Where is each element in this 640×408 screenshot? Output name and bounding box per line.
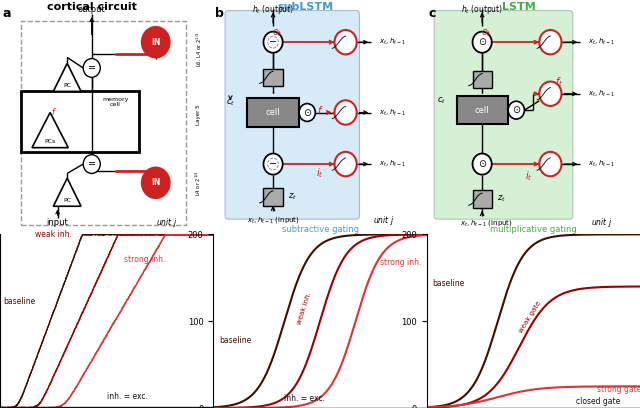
Text: cell: cell: [266, 108, 280, 117]
Text: baseline: baseline: [433, 279, 465, 288]
Text: weak gate: weak gate: [518, 300, 542, 334]
Circle shape: [540, 82, 561, 106]
Bar: [456, 96, 508, 124]
Text: $f_t$: $f_t$: [555, 75, 563, 89]
Bar: [472, 191, 492, 208]
Circle shape: [540, 152, 561, 176]
Polygon shape: [32, 113, 68, 148]
Text: $o_t$: $o_t$: [481, 27, 492, 39]
Circle shape: [142, 168, 170, 198]
Text: unit $j$: unit $j$: [373, 214, 395, 227]
Circle shape: [508, 101, 524, 119]
Text: PC: PC: [63, 198, 71, 203]
Text: −: −: [269, 159, 277, 169]
FancyBboxPatch shape: [434, 11, 573, 219]
Text: $x_t, h_{t-1}$: $x_t, h_{t-1}$: [379, 159, 406, 169]
Text: $x_t, h_{t-1}$: $x_t, h_{t-1}$: [588, 89, 615, 99]
Text: Layer 5: Layer 5: [196, 104, 201, 125]
Circle shape: [299, 104, 316, 122]
Circle shape: [264, 153, 283, 175]
Bar: [264, 188, 283, 206]
Text: $i_t$: $i_t$: [525, 169, 533, 183]
Text: input: input: [47, 218, 68, 227]
Text: a: a: [2, 7, 11, 20]
Text: =: =: [88, 63, 96, 73]
Circle shape: [264, 32, 283, 53]
Text: $f$: $f$: [317, 104, 323, 116]
Circle shape: [335, 30, 356, 54]
Text: $i_t$: $i_t$: [316, 166, 324, 180]
Circle shape: [335, 100, 356, 125]
Text: $x_t, h_{t-1}$ (input): $x_t, h_{t-1}$ (input): [246, 215, 300, 225]
Text: strong gate: strong gate: [597, 386, 640, 395]
Text: weak inh.: weak inh.: [35, 230, 72, 239]
Text: $h_t$ (output): $h_t$ (output): [461, 3, 503, 16]
Text: ⊙: ⊙: [478, 37, 486, 47]
Text: weak inh.: weak inh.: [296, 291, 312, 325]
Text: $z_t$: $z_t$: [497, 194, 506, 204]
Text: L4 or $2^{1/3}$: L4 or $2^{1/3}$: [194, 170, 203, 196]
Text: cell: cell: [475, 106, 490, 115]
Text: $x_t, h_{t-1}$: $x_t, h_{t-1}$: [588, 37, 615, 47]
Polygon shape: [53, 63, 81, 91]
Text: unit $j$: unit $j$: [591, 216, 612, 229]
Text: $x_t, h_{t-1}$: $x_t, h_{t-1}$: [379, 37, 406, 47]
Text: IN: IN: [151, 38, 161, 47]
Text: $c_t$: $c_t$: [437, 95, 446, 106]
Bar: [264, 69, 283, 86]
Text: c: c: [429, 7, 436, 20]
Circle shape: [472, 153, 492, 175]
Circle shape: [335, 152, 356, 176]
Text: baseline: baseline: [4, 297, 36, 306]
Text: subLSTM: subLSTM: [277, 2, 333, 12]
Text: $z_t$: $z_t$: [288, 192, 297, 202]
Text: strong inh.: strong inh.: [124, 255, 166, 264]
Text: $h_t$ (output): $h_t$ (output): [252, 3, 294, 16]
Bar: [21, 91, 139, 152]
Text: output: output: [78, 5, 106, 14]
Text: ⊙: ⊙: [303, 107, 311, 118]
Text: f: f: [52, 108, 55, 117]
Circle shape: [142, 27, 170, 58]
Text: baseline: baseline: [219, 336, 252, 345]
Circle shape: [540, 30, 561, 54]
Text: unit $j$: unit $j$: [156, 216, 177, 229]
Text: inh. = exc.: inh. = exc.: [107, 392, 148, 401]
Text: inh. = exc.: inh. = exc.: [284, 394, 325, 403]
Text: =: =: [88, 159, 96, 169]
Bar: [248, 98, 299, 126]
Polygon shape: [53, 178, 81, 206]
Text: strong inh.: strong inh.: [380, 258, 422, 267]
Circle shape: [472, 32, 492, 53]
Text: ⊙: ⊙: [512, 105, 520, 115]
Text: $x_t, h_{t-1}$ (input): $x_t, h_{t-1}$ (input): [460, 217, 513, 228]
FancyBboxPatch shape: [225, 11, 360, 219]
Text: IN: IN: [151, 178, 161, 187]
Bar: [472, 71, 492, 89]
Text: PCs: PCs: [45, 139, 56, 144]
Text: $x_t, h_{t-1}$: $x_t, h_{t-1}$: [588, 159, 615, 169]
Title: multiplicative gating: multiplicative gating: [490, 225, 577, 234]
Circle shape: [83, 155, 100, 173]
Text: $x_t, h_{t-1}$: $x_t, h_{t-1}$: [379, 107, 406, 118]
Text: cortical circuit: cortical circuit: [47, 2, 137, 12]
Text: closed gate: closed gate: [576, 397, 620, 406]
Title: subtractive gating: subtractive gating: [282, 225, 358, 234]
Text: PC: PC: [63, 83, 71, 88]
Text: $c_t$: $c_t$: [226, 98, 235, 109]
Text: LSTM: LSTM: [502, 2, 535, 12]
Text: b: b: [216, 7, 225, 20]
Circle shape: [83, 59, 100, 78]
Text: −: −: [269, 37, 277, 47]
Text: ⊙: ⊙: [478, 159, 486, 169]
Text: $o_t$: $o_t$: [272, 27, 283, 39]
Text: L6, L4 or $2^{1/3}$: L6, L4 or $2^{1/3}$: [194, 31, 203, 67]
Text: memory
cell: memory cell: [102, 97, 129, 107]
